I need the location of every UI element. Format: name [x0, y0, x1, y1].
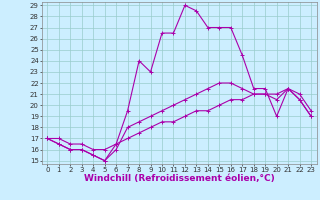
X-axis label: Windchill (Refroidissement éolien,°C): Windchill (Refroidissement éolien,°C) [84, 174, 275, 183]
